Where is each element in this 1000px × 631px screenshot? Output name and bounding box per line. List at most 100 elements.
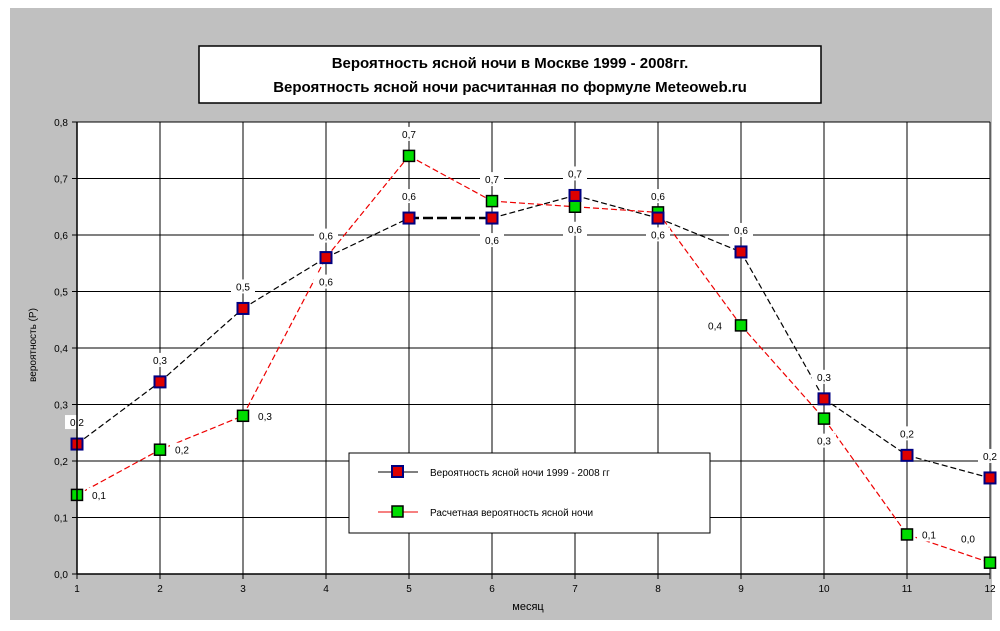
data-label: 0,6 bbox=[651, 230, 665, 241]
data-label: 0,6 bbox=[568, 225, 582, 236]
data-label: 0,1 bbox=[922, 530, 936, 541]
legend-label-observed: Вероятность ясной ночи 1999 - 2008 гг bbox=[430, 468, 610, 479]
axes: 0,00,10,20,30,40,50,60,70,81 2 3 4 5 6 7 8 9 10 11… bbox=[54, 118, 996, 595]
point-calculated bbox=[817, 412, 831, 425]
x-tick-label: 11 bbox=[902, 584, 913, 595]
point-calculated bbox=[900, 528, 914, 541]
point-observed bbox=[651, 211, 665, 225]
x-tick-label: 9 bbox=[738, 584, 744, 595]
data-label-bg bbox=[956, 531, 980, 546]
data-label: 0,3 bbox=[153, 356, 167, 367]
data-label: 0,3 bbox=[258, 412, 272, 423]
data-label: 0,6 bbox=[319, 278, 333, 289]
series-calculated-segment bbox=[574, 206, 659, 213]
data-label: 0,7 bbox=[568, 169, 582, 180]
chart-title-line1: Вероятность ясной ночи в Москве 1999 - 2… bbox=[332, 55, 689, 72]
data-label-bg bbox=[563, 166, 587, 181]
series-observed-segment bbox=[740, 251, 825, 400]
legend-marker-observed bbox=[391, 465, 404, 478]
point-observed bbox=[734, 245, 748, 259]
data-label-bg bbox=[563, 221, 587, 236]
data-label-bg bbox=[812, 433, 836, 448]
data-label: 0,3 bbox=[817, 437, 831, 448]
point-observed bbox=[402, 211, 416, 225]
point-calculated bbox=[236, 409, 250, 423]
x-tick-label: 10 bbox=[818, 584, 830, 595]
y-tick-label: 0,3 bbox=[54, 401, 68, 412]
series-observed-segment bbox=[823, 398, 908, 456]
data-label-bg bbox=[314, 274, 338, 289]
data-label: 0,2 bbox=[175, 446, 189, 457]
y-tick-label: 0,4 bbox=[54, 344, 68, 355]
x-tick-label: 6 bbox=[489, 584, 495, 595]
data-label: 0,2 bbox=[900, 429, 914, 440]
y-tick-label: 0,2 bbox=[54, 457, 68, 468]
series-calculated-segment bbox=[491, 200, 576, 208]
y-axis-label: вероятность (Р) bbox=[28, 308, 39, 382]
point-observed bbox=[568, 188, 582, 202]
series-observed-segment bbox=[76, 381, 161, 445]
series-calculated-segment bbox=[823, 418, 908, 535]
series-calculated-segment bbox=[325, 155, 410, 258]
data-label: 0,2 bbox=[983, 452, 997, 463]
y-tick-label: 0,1 bbox=[54, 514, 68, 525]
point-observed bbox=[153, 375, 167, 389]
x-tick-label: 8 bbox=[655, 584, 661, 595]
point-calculated bbox=[983, 556, 997, 569]
point-calculated bbox=[402, 149, 416, 163]
data-label-bg bbox=[646, 227, 670, 242]
series-calculated-segment bbox=[657, 212, 742, 326]
x-axis-label: месяц bbox=[512, 601, 544, 613]
point-calculated bbox=[153, 443, 167, 456]
series-observed-segment bbox=[159, 308, 244, 383]
series-observed-segment bbox=[906, 454, 991, 479]
data-label-bg bbox=[978, 448, 1000, 463]
point-observed bbox=[817, 392, 831, 406]
y-tick-label: 0,7 bbox=[54, 175, 68, 186]
data-label: 0,7 bbox=[402, 130, 416, 141]
point-calculated bbox=[734, 319, 748, 332]
title-box bbox=[198, 45, 822, 104]
point-calculated bbox=[568, 200, 582, 213]
data-label: 0,0 bbox=[961, 535, 975, 546]
data-label-bg bbox=[397, 189, 421, 204]
data-label-bg bbox=[397, 126, 421, 141]
series-calculated-segment bbox=[740, 325, 825, 420]
legend: Вероятность ясной ночи 1999 - 2008 гг Ра… bbox=[348, 452, 711, 534]
series-calculated-segment bbox=[76, 449, 161, 496]
point-observed bbox=[236, 301, 250, 315]
x-tick-label: 12 bbox=[984, 584, 996, 595]
data-label: 0,6 bbox=[651, 192, 665, 203]
legend-label-calculated: Расчетная вероятность ясной ночи bbox=[430, 508, 593, 519]
data-label: 0,4 bbox=[708, 321, 722, 332]
series-calculated-segment bbox=[242, 257, 327, 417]
data-label: 0,6 bbox=[402, 192, 416, 203]
point-observed bbox=[900, 448, 914, 462]
y-tick-label: 0,0 bbox=[54, 570, 68, 581]
data-label: 0,3 bbox=[817, 373, 831, 384]
x-tick-label: 2 bbox=[157, 584, 163, 595]
y-tick-label: 0,5 bbox=[54, 288, 68, 299]
data-label: 0,1 bbox=[92, 491, 106, 502]
chart-title-line2: Вероятность ясной ночи расчитанная по фо… bbox=[273, 79, 747, 96]
data-label-bg bbox=[480, 172, 504, 187]
series-observed-segment bbox=[491, 194, 576, 219]
data-label: 0,6 bbox=[319, 232, 333, 243]
series-observed-segment bbox=[242, 257, 327, 309]
data-label-bg bbox=[646, 189, 670, 204]
data-label-bg bbox=[729, 222, 753, 237]
series-observed-segment bbox=[657, 217, 742, 253]
data-label-bg bbox=[231, 279, 255, 294]
series-observed-segment bbox=[574, 194, 659, 219]
data-label-bg bbox=[87, 487, 111, 502]
data-labels: 0,2 0,3 0,5 0,6 0,6 0,6 0,7 0,6 0,6 0,3 0,2 0,2 0,1 0… bbox=[65, 126, 1000, 546]
x-tick-label: 7 bbox=[572, 584, 578, 595]
x-tick-label: 5 bbox=[406, 584, 412, 595]
series-observed-segment bbox=[325, 217, 410, 259]
point-calculated bbox=[485, 194, 499, 208]
data-label: 0,5 bbox=[236, 282, 250, 293]
x-tick-label: 3 bbox=[240, 584, 246, 595]
data-label-bg bbox=[253, 408, 277, 423]
